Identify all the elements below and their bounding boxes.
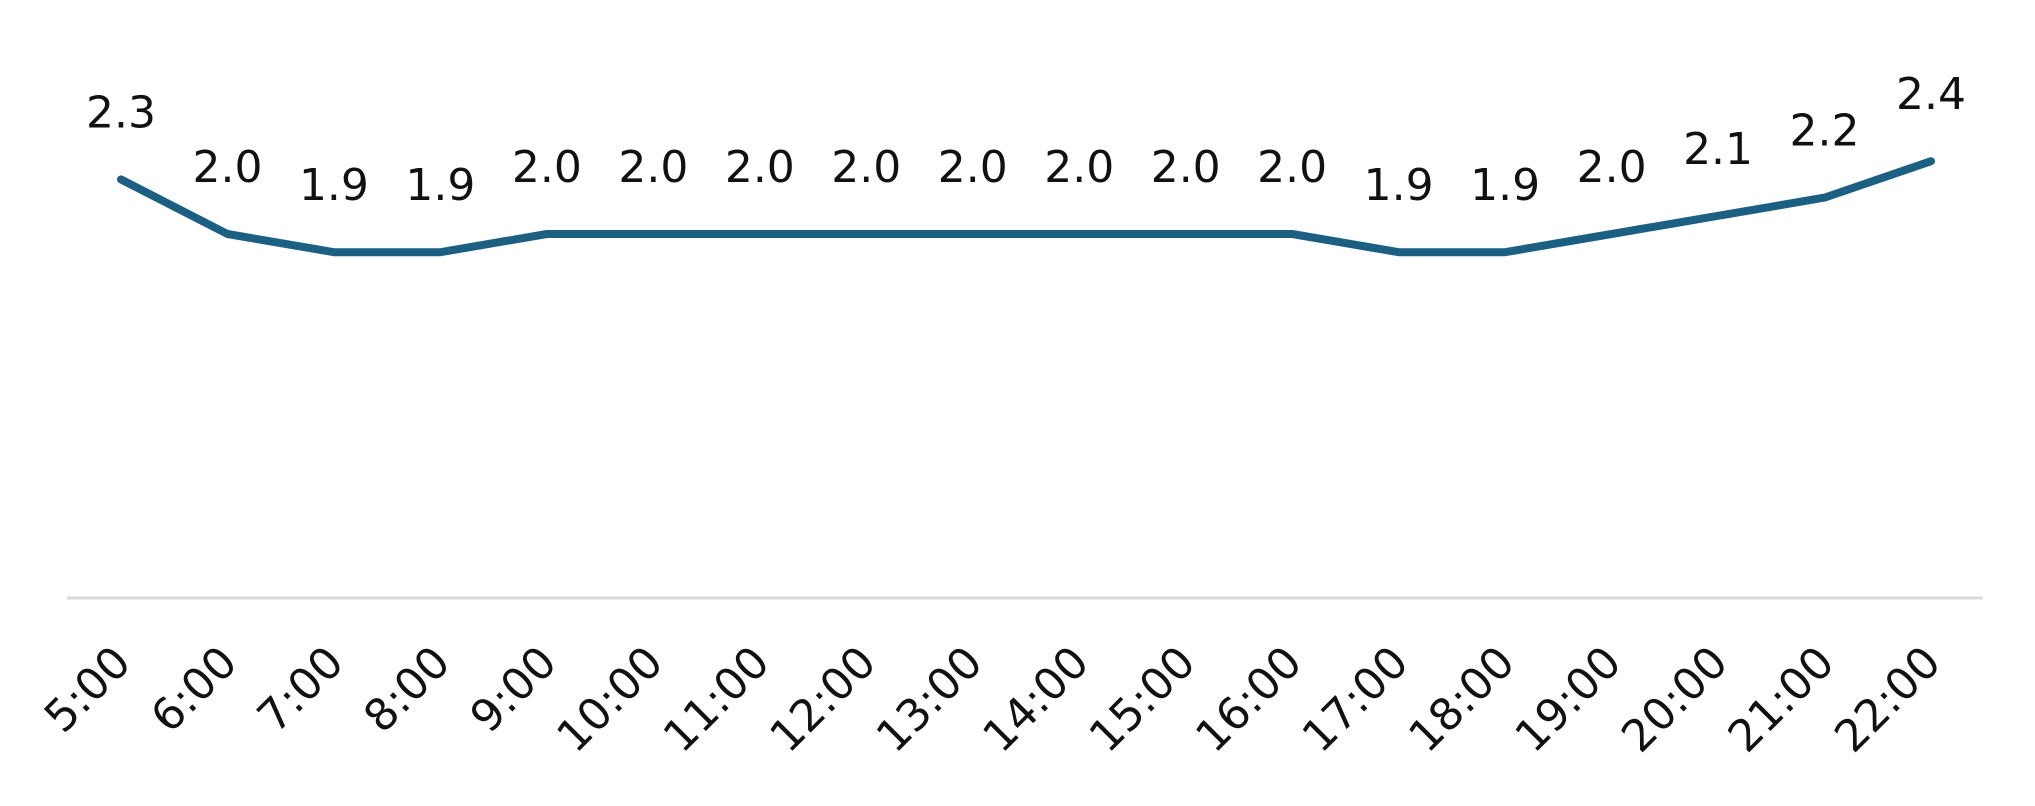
data-label: 2.0: [1151, 142, 1221, 193]
data-label: 2.0: [512, 142, 582, 193]
x-tick-label: 20:00: [1612, 637, 1738, 763]
data-label: 2.0: [725, 142, 795, 193]
x-tick-label: 19:00: [1506, 637, 1632, 763]
x-tick-label: 21:00: [1719, 637, 1845, 763]
data-label: 1.9: [299, 160, 369, 211]
data-label: 1.9: [1364, 160, 1434, 211]
x-tick-label: 16:00: [1186, 637, 1312, 763]
data-label: 2.0: [831, 142, 901, 193]
data-label: 2.2: [1790, 106, 1860, 157]
data-label: 2.0: [938, 142, 1008, 193]
x-tick-label: 10:00: [547, 637, 673, 763]
data-label: 2.3: [86, 87, 156, 138]
line: [117, 157, 1935, 257]
data-label: 1.9: [1470, 160, 1540, 211]
x-tick-label: 22:00: [1825, 637, 1951, 763]
x-tick-label: 15:00: [1080, 637, 1206, 763]
data-label: 2.0: [618, 142, 688, 193]
x-tick-label: 6:00: [141, 637, 247, 743]
x-tick-label: 7:00: [248, 637, 354, 743]
x-tick-label: 14:00: [973, 637, 1099, 763]
data-label: 2.0: [192, 142, 262, 193]
x-tick-label: 11:00: [654, 637, 780, 763]
data-label: 2.0: [1257, 142, 1327, 193]
x-tick-label: 12:00: [760, 637, 886, 763]
data-label: 2.4: [1896, 69, 1966, 120]
data-label: 2.1: [1683, 124, 1753, 175]
x-tick-label: 8:00: [354, 637, 460, 743]
x-tick-label: 13:00: [867, 637, 993, 763]
x-tick-label: 5:00: [35, 637, 141, 743]
x-tick-label: 18:00: [1399, 637, 1525, 763]
data-label: 2.0: [1577, 142, 1647, 193]
data-label: 2.0: [1044, 142, 1114, 193]
data-label: 1.9: [405, 160, 475, 211]
x-tick-label: 17:00: [1293, 637, 1419, 763]
